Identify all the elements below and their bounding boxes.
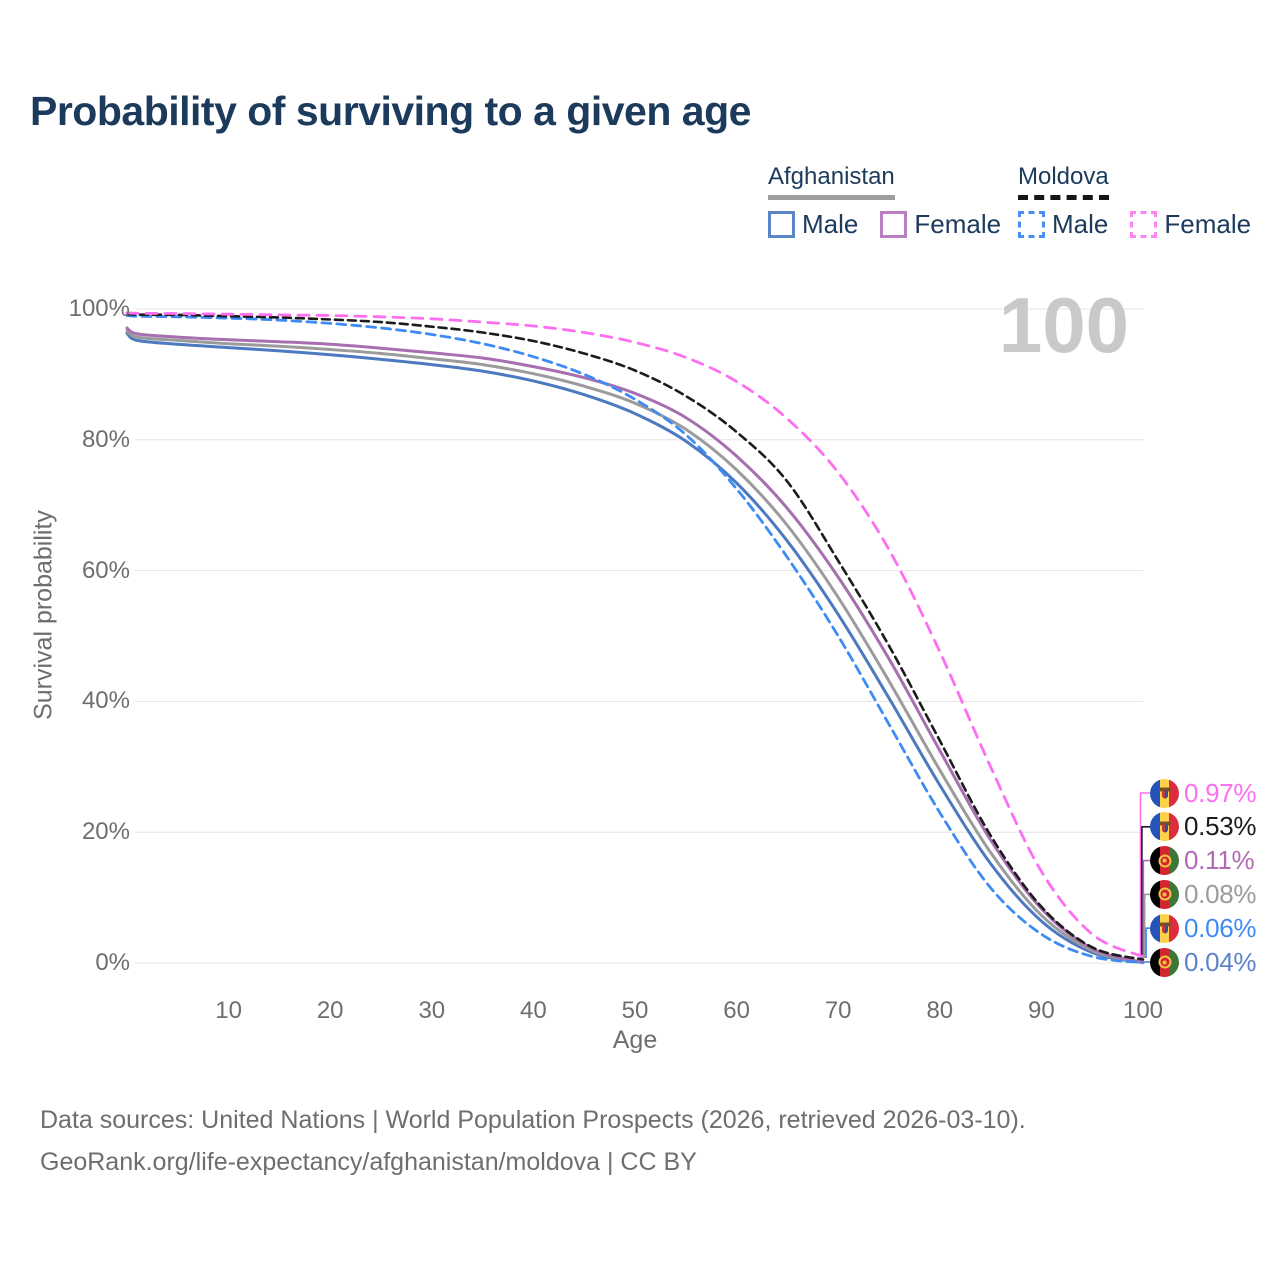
x-tick-label: 60 — [723, 997, 750, 1024]
end-label-moldova-male: 0.06% — [1150, 912, 1257, 944]
x-tick-label: 100 — [1122, 997, 1164, 1024]
flag-band — [1169, 778, 1179, 808]
series-line-moldova-female — [125, 311, 1145, 959]
end-label-afghanistan: 0.08% — [1150, 878, 1257, 910]
end-label-connector — [1143, 893, 1150, 958]
attribution-link-text: GeoRank.org/life-expectancy/afghanistan/… — [40, 1148, 697, 1176]
flag-band — [1150, 846, 1160, 876]
x-tick-label: 80 — [926, 997, 954, 1024]
end-label-afghanistan-female: 0.11% — [1150, 845, 1255, 877]
flag-band — [1150, 879, 1160, 909]
flag-band — [1150, 812, 1160, 842]
series-line-afghanistan-male — [125, 331, 1145, 965]
moldova-flag-emblem — [1158, 787, 1171, 800]
end-value-label: 0.11% — [1184, 845, 1255, 876]
x-axis-title: Age — [612, 1026, 658, 1054]
y-tick-label: 0% — [95, 949, 130, 976]
y-tick-label: 60% — [81, 556, 130, 584]
moldova-flag-emblem — [1158, 820, 1171, 833]
flag-band — [1169, 913, 1179, 943]
legend-item-afghanistan-female[interactable]: Female — [880, 209, 1001, 240]
end-value-label: 0.04% — [1184, 946, 1257, 977]
x-tick-label: 10 — [215, 997, 242, 1024]
afghanistan-flag-icon — [1150, 947, 1179, 977]
afghanistan-flag-emblem — [1158, 955, 1171, 969]
moldova-flag-icon — [1150, 913, 1179, 943]
end-label-moldova: 0.53% — [1150, 811, 1257, 843]
x-tick-label: 50 — [621, 997, 649, 1024]
data-source-text: Data sources: United Nations | World Pop… — [40, 1106, 1026, 1134]
end-label-connector — [1141, 826, 1150, 958]
x-tick-label: 30 — [418, 997, 446, 1024]
flag-band — [1169, 812, 1179, 842]
x-tick-label: 90 — [1028, 997, 1055, 1024]
legend-group-moldova: Moldova Male Female — [1018, 163, 1251, 240]
legend-item-label: Female — [1164, 208, 1252, 239]
end-label-connector — [1139, 792, 1150, 958]
series-line-moldova-male — [125, 314, 1145, 964]
end-label-afghanistan-male: 0.04% — [1150, 946, 1257, 978]
legend-line-style-sample — [1018, 194, 1109, 200]
flag-band — [1150, 913, 1160, 943]
y-tick-label: 40% — [81, 687, 130, 715]
moldova-flag-icon — [1150, 778, 1179, 808]
legend-group-title: Afghanistan — [768, 163, 895, 200]
legend-checkbox[interactable] — [880, 210, 908, 238]
legend-checkbox[interactable] — [1018, 210, 1045, 238]
flag-band — [1169, 947, 1179, 977]
end-label-connector — [1142, 859, 1150, 958]
series-line-afghanistan — [125, 329, 1145, 964]
moldova-flag-emblem — [1158, 922, 1171, 935]
end-label-moldova-female: 0.97% — [1150, 777, 1257, 809]
legend-group-title: Moldova — [1018, 163, 1109, 200]
flag-band — [1169, 879, 1179, 909]
flag-band — [1150, 778, 1160, 808]
page-title: Probability of surviving to a given age — [30, 88, 751, 134]
series-line-moldova — [125, 312, 1145, 961]
y-tick-label: 100% — [68, 295, 130, 322]
legend-line-style-sample — [768, 194, 895, 200]
x-tick-label: 20 — [316, 997, 344, 1024]
moldova-flag-icon — [1150, 812, 1179, 842]
afghanistan-flag-icon — [1150, 846, 1179, 876]
legend-group-afghanistan: Afghanistan Male Female — [768, 163, 1001, 240]
flag-band — [1150, 947, 1160, 977]
hover-age-watermark: 100 — [998, 281, 1129, 369]
series-line-afghanistan-female — [125, 326, 1145, 964]
x-tick-label: 40 — [520, 997, 547, 1024]
end-value-label: 0.08% — [1184, 878, 1257, 909]
afghanistan-flag-icon — [1150, 879, 1179, 909]
end-value-label: 0.53% — [1184, 811, 1257, 842]
end-label-connector — [1145, 927, 1150, 958]
legend-checkbox[interactable] — [1130, 210, 1158, 238]
y-tick-label: 80% — [81, 425, 130, 453]
x-tick-label: 70 — [824, 997, 852, 1024]
flag-band — [1169, 846, 1179, 876]
afghanistan-flag-emblem — [1158, 887, 1171, 901]
legend-item-moldova-male[interactable]: Male — [1018, 209, 1108, 240]
legend-item-moldova-female[interactable]: Female — [1130, 209, 1251, 240]
end-value-label: 0.06% — [1184, 912, 1257, 943]
legend-item-label: Male — [802, 208, 859, 239]
afghanistan-flag-emblem — [1158, 854, 1171, 868]
end-value-label: 0.97% — [1184, 777, 1257, 808]
legend-item-afghanistan-male[interactable]: Male — [768, 209, 858, 240]
legend-item-label: Female — [914, 208, 1002, 239]
legend-item-label: Male — [1052, 208, 1109, 239]
y-tick-label: 20% — [81, 818, 130, 846]
legend-checkbox[interactable] — [768, 210, 795, 238]
